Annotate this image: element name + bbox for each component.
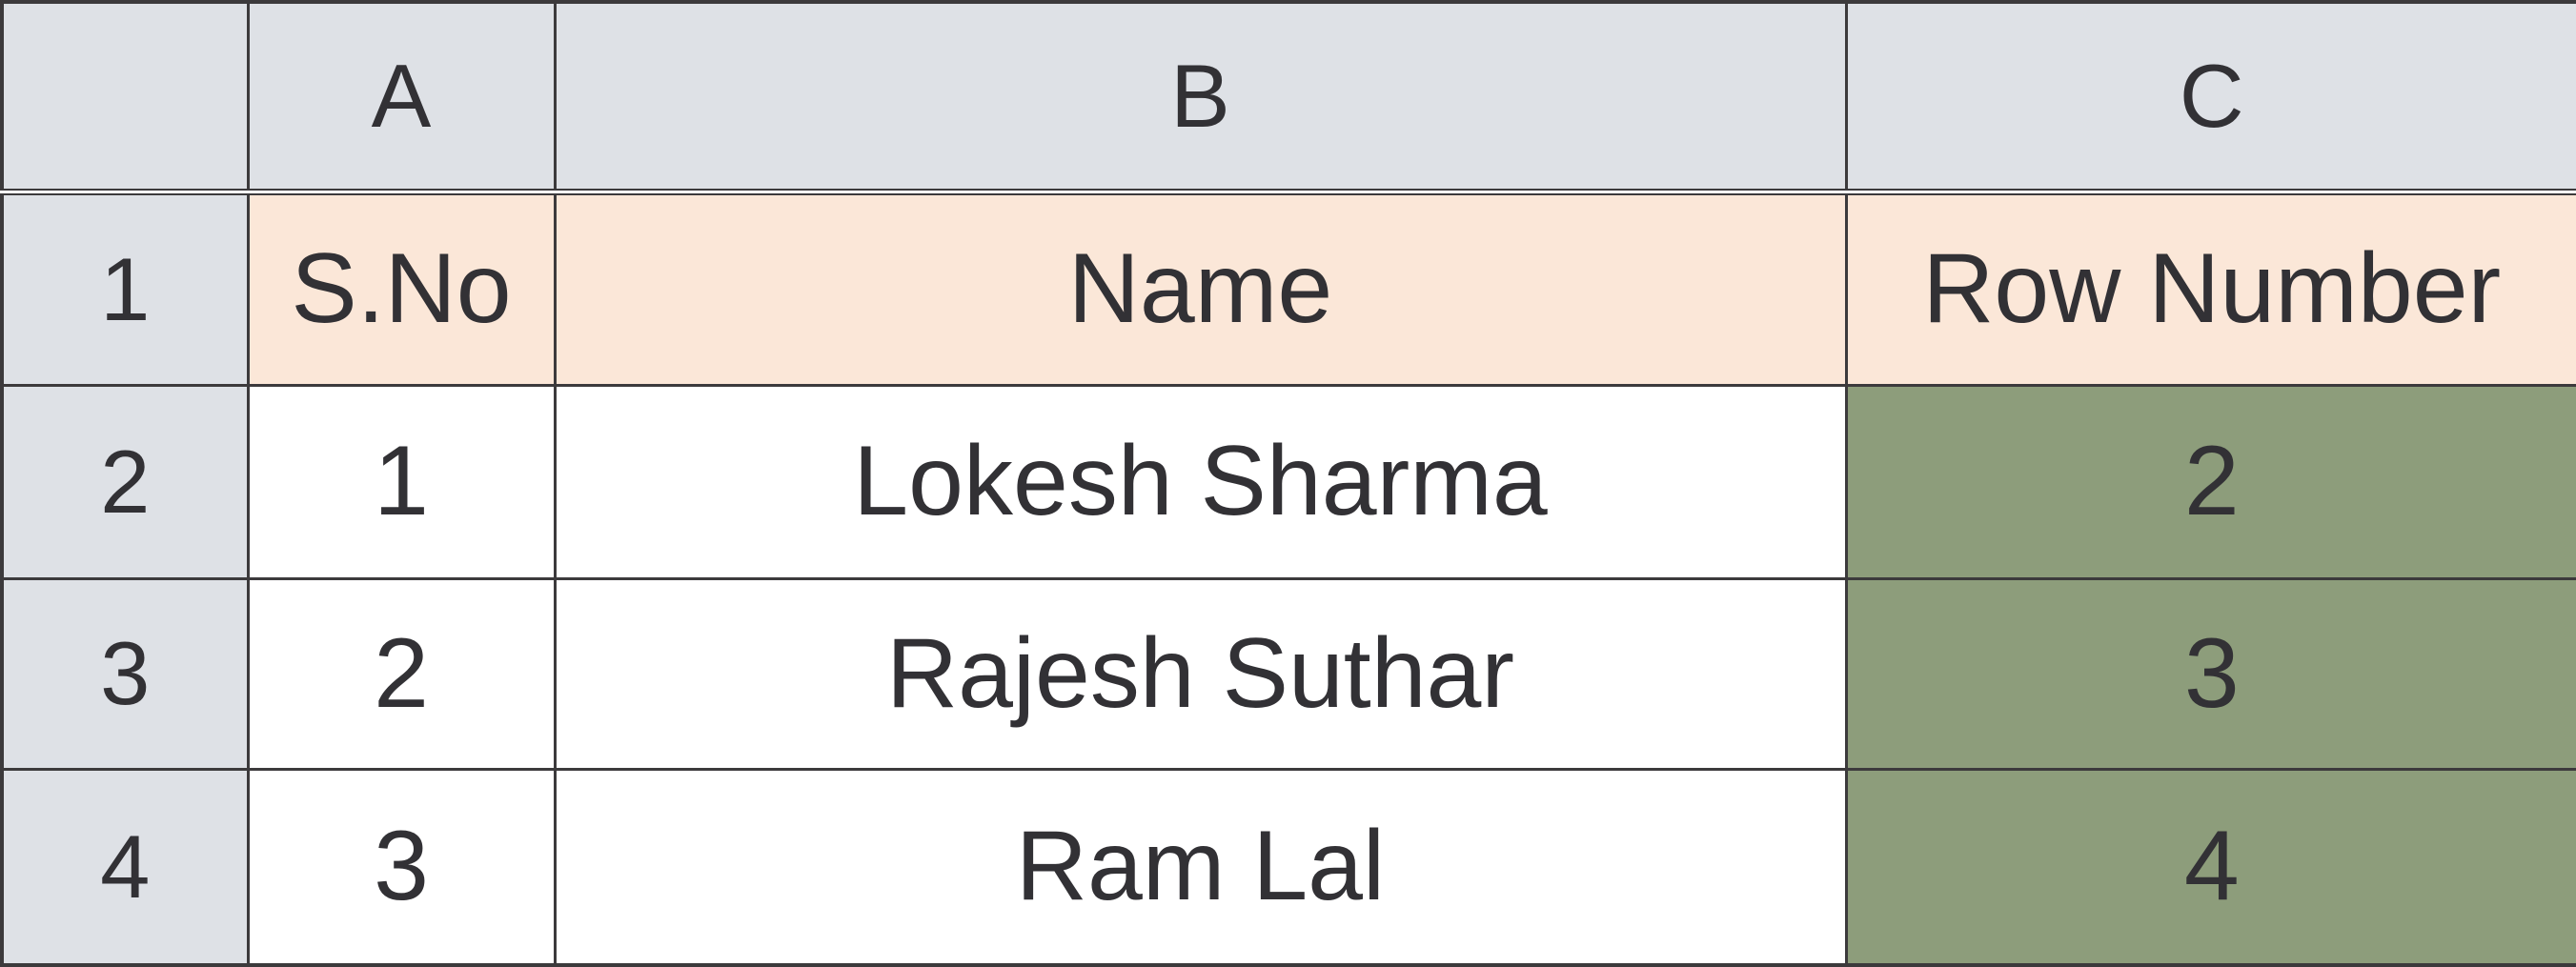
row-header-1[interactable]: 1 xyxy=(0,190,250,387)
cell-a4[interactable]: 3 xyxy=(246,767,557,967)
cell-b4[interactable]: Ram Lal xyxy=(553,767,1848,967)
table-row: 4 3 Ram Lal 4 xyxy=(0,767,2576,967)
column-header-b[interactable]: B xyxy=(553,0,1848,195)
cell-c1[interactable]: Row Number xyxy=(1844,190,2576,387)
table-row: 3 2 Rajesh Suthar 3 xyxy=(0,576,2576,771)
row-header-4[interactable]: 4 xyxy=(0,767,250,967)
cell-a1[interactable]: S.No xyxy=(246,190,557,387)
column-header-row: A B C xyxy=(0,0,2576,195)
cell-c3[interactable]: 3 xyxy=(1844,576,2576,771)
cell-a3[interactable]: 2 xyxy=(246,576,557,771)
cell-c2[interactable]: 2 xyxy=(1844,383,2576,580)
cell-a2[interactable]: 1 xyxy=(246,383,557,580)
cell-b3[interactable]: Rajesh Suthar xyxy=(553,576,1848,771)
cell-b2[interactable]: Lokesh Sharma xyxy=(553,383,1848,580)
row-header-3[interactable]: 3 xyxy=(0,576,250,771)
select-all-corner[interactable] xyxy=(0,0,250,195)
column-header-a[interactable]: A xyxy=(246,0,557,195)
cell-c4[interactable]: 4 xyxy=(1844,767,2576,967)
table-row: 1 S.No Name Row Number xyxy=(0,190,2576,387)
row-header-2[interactable]: 2 xyxy=(0,383,250,580)
table-row: 2 1 Lokesh Sharma 2 xyxy=(0,383,2576,580)
column-header-c[interactable]: C xyxy=(1844,0,2576,195)
cell-b1[interactable]: Name xyxy=(553,190,1848,387)
